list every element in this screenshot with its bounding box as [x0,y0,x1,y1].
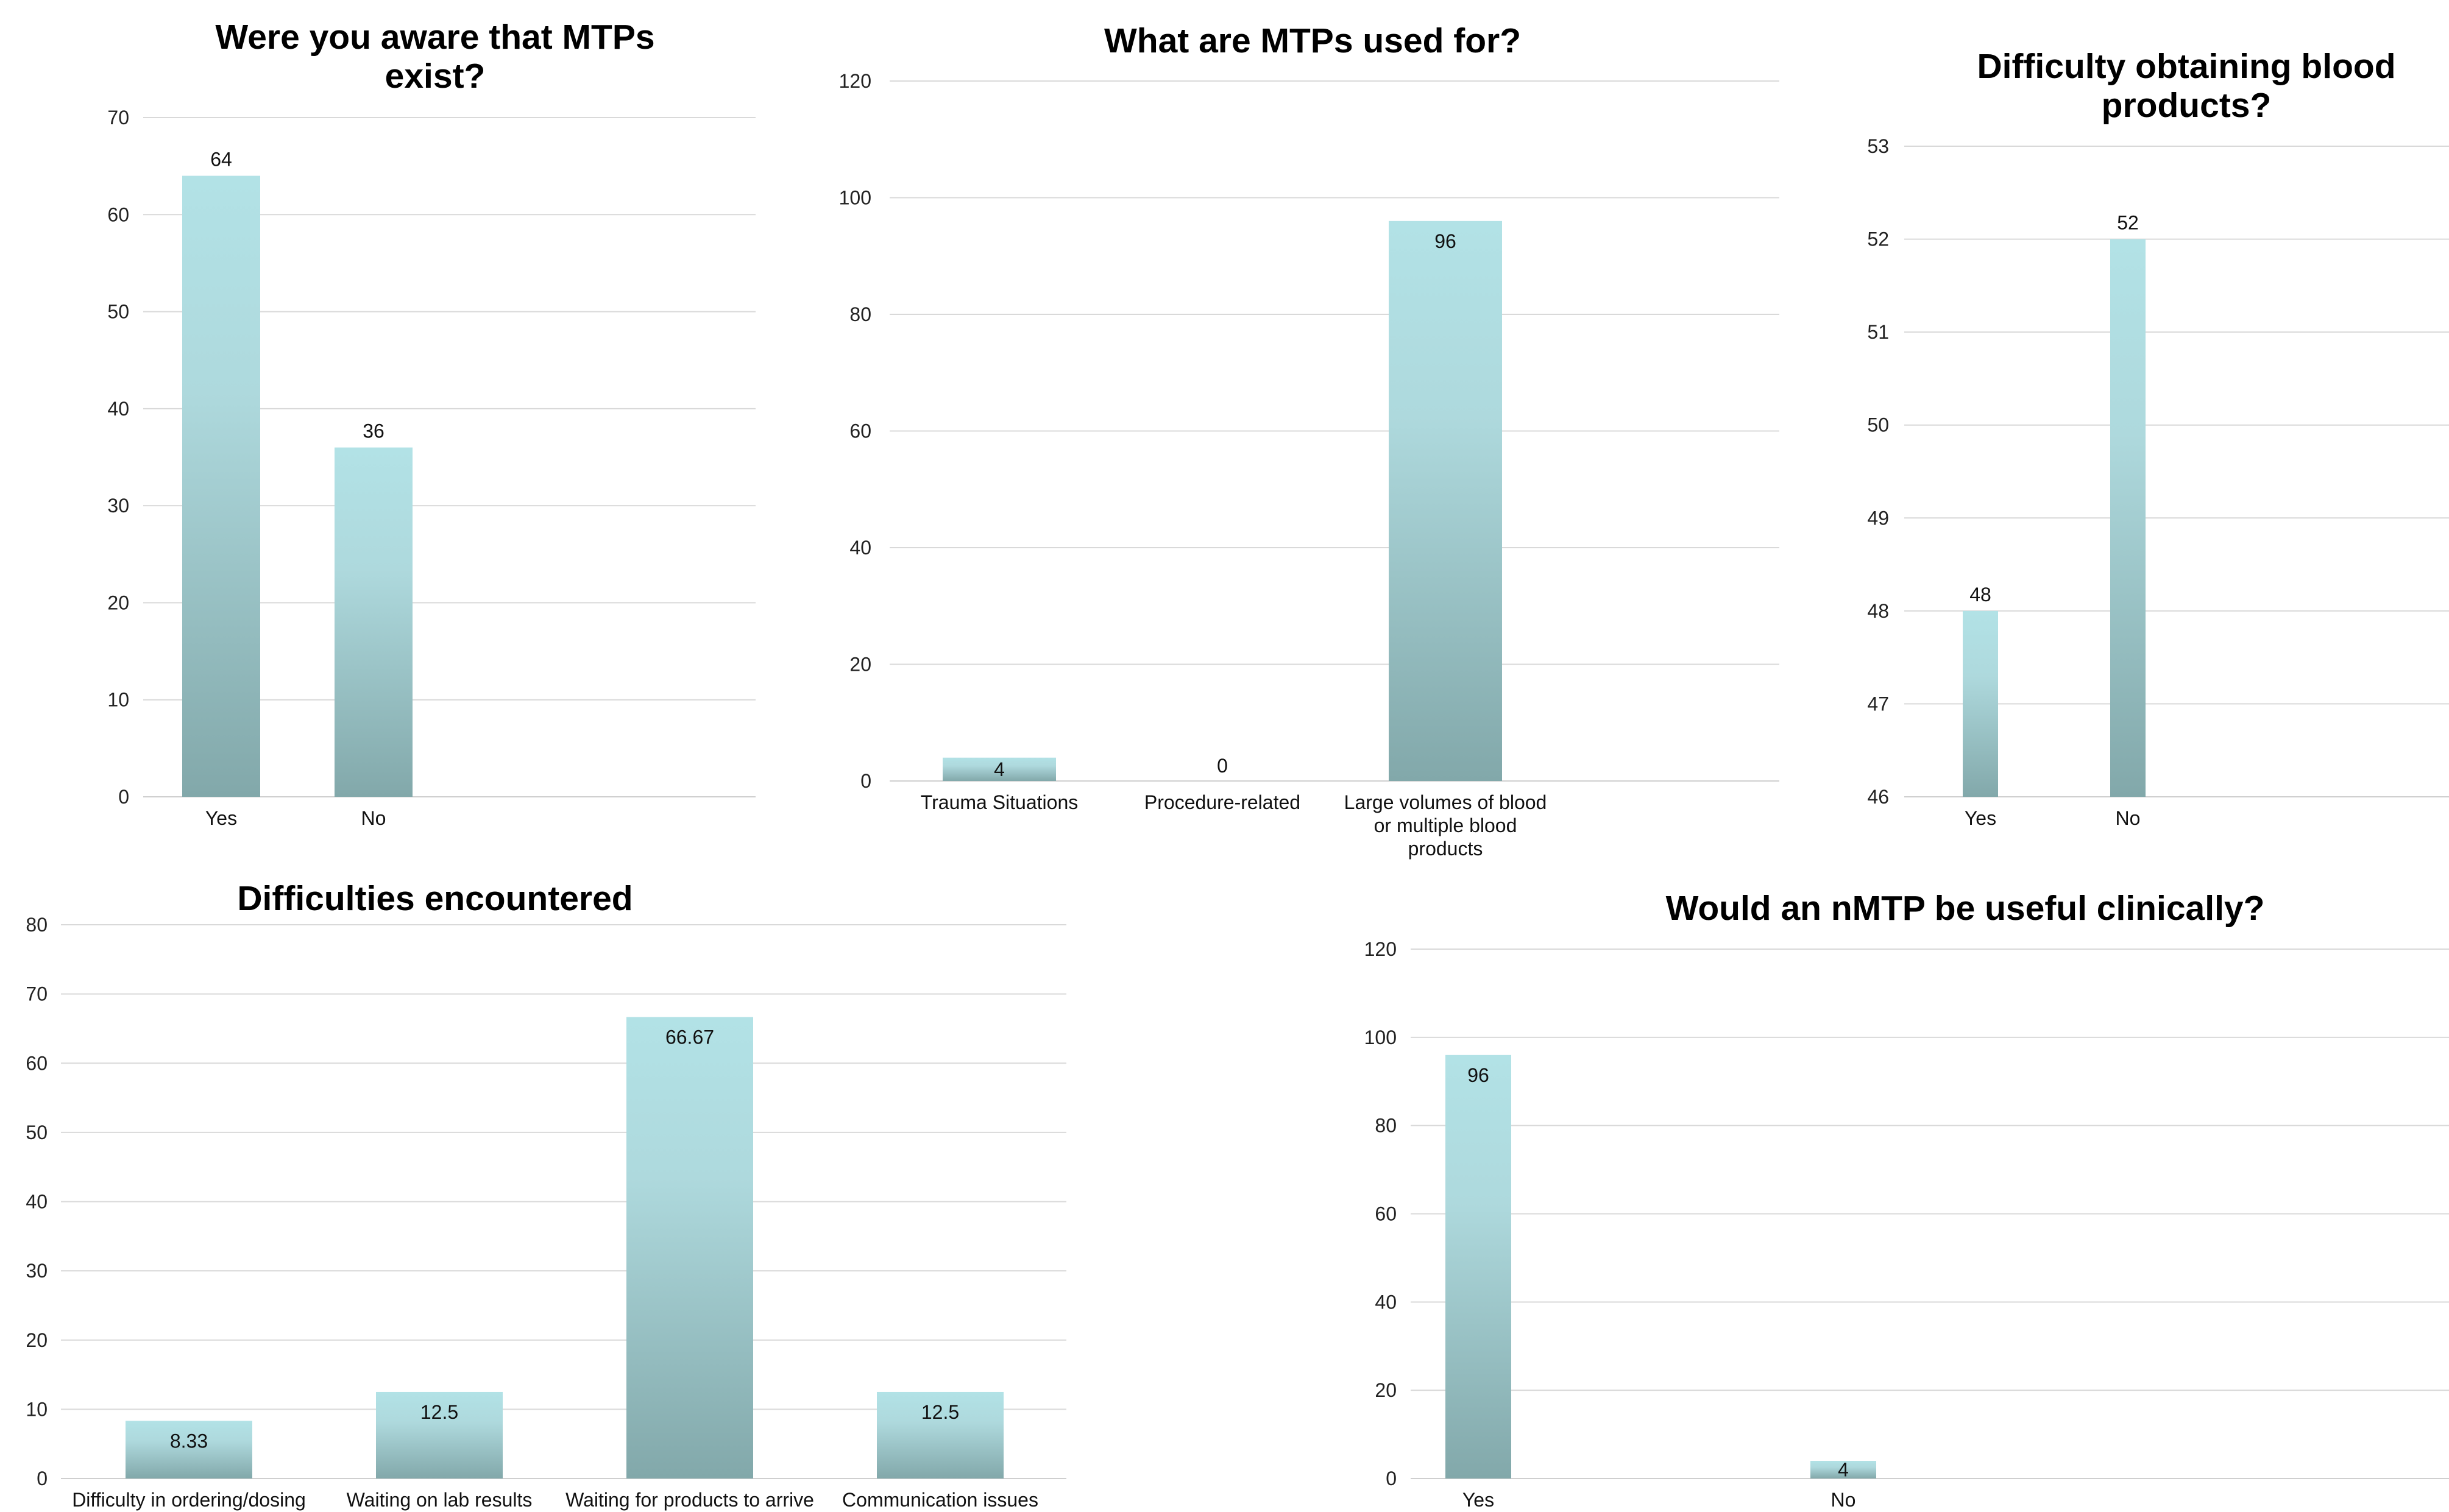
y-tick-label: 60 [849,420,871,442]
bar [877,1391,1004,1478]
data-label: 12.5 [420,1401,458,1423]
data-label: 64 [210,149,232,171]
y-tick-label: 70 [107,107,129,129]
chart-title: Difficulty obtaining blood products? [1977,47,2395,125]
y-tick-label: 20 [107,592,129,613]
y-tick-label: 100 [839,187,871,209]
chart-title: Would an nMTP be useful clinically? [1666,889,2265,928]
category-label: Trauma Situations [921,791,1078,813]
y-tick-label: 60 [26,1052,48,1074]
chart-5: Would an nMTP be useful clinically? 0 20 40… [1364,889,2449,1511]
y-tick-label: 30 [26,1260,48,1282]
y-tick-label: 0 [37,1468,48,1489]
data-label: 96 [1467,1064,1489,1086]
y-tick-label: 60 [107,203,129,225]
y-tick-label: 80 [26,914,48,936]
chart-3: Difficulty obtaining blood products? 46 47 4… [1867,47,2449,829]
chart-1: Were you aware that MTPs exist? 0 10 20 30 40 5… [107,18,756,829]
bar [1389,221,1502,781]
chart-4: Difficulties encountered 0 10 20 30 40 50 60 70 8… [26,879,1066,1511]
y-tick-label: 0 [118,786,129,808]
y-tick-label: 120 [839,70,871,92]
data-label: 4 [994,758,1005,780]
bar [1963,610,1998,797]
y-tick-label: 40 [107,398,129,420]
bar [626,1017,753,1478]
category-label: Communication issues [842,1489,1038,1511]
y-tick-label: 0 [860,770,871,792]
y-tick-label: 0 [1386,1468,1397,1489]
y-tick-label: 120 [1364,938,1397,960]
y-tick-label: 100 [1364,1026,1397,1048]
data-label: 96 [1434,230,1456,252]
bar [182,175,260,797]
category-label: No [1831,1489,1856,1511]
y-tick-label: 40 [1375,1291,1397,1313]
data-label: 52 [2117,212,2139,234]
chart-title: Difficulties encountered [237,879,633,918]
y-tick-label: 53 [1867,135,1889,157]
y-tick-label: 50 [1867,414,1889,436]
category-label: Yes [1965,807,1996,829]
bar [1445,1055,1511,1478]
category-label: Procedure-related [1144,791,1300,813]
data-label: 66.67 [665,1026,714,1048]
y-tick-label: 80 [1375,1115,1397,1137]
data-label: 36 [363,420,385,442]
data-label: 48 [1969,584,1991,606]
y-tick-label: 52 [1867,228,1889,250]
y-tick-label: 40 [26,1191,48,1213]
y-tick-label: 80 [849,303,871,325]
y-tick-label: 60 [1375,1203,1397,1225]
y-tick-label: 20 [849,654,871,676]
y-tick-label: 10 [107,689,129,711]
category-label: Yes [1462,1489,1494,1511]
category-label: Large volumes of blood or multiple blood p… [1344,791,1547,860]
y-tick-label: 50 [107,301,129,323]
data-label: 4 [1838,1459,1849,1481]
bar [335,447,413,797]
category-label: Waiting for products to arrive [565,1489,814,1511]
bar [376,1391,503,1478]
y-tick-label: 47 [1867,693,1889,715]
chart-title: What are MTPs used for? [1104,21,1521,60]
y-tick-label: 70 [26,983,48,1005]
y-tick-label: 50 [26,1122,48,1143]
y-tick-label: 30 [107,495,129,517]
data-label: 12.5 [921,1401,959,1423]
y-tick-label: 51 [1867,321,1889,343]
bar [943,757,1056,781]
y-tick-label: 48 [1867,600,1889,622]
chart-title: Were you aware that MTPs exist? [215,18,654,96]
y-tick-label: 20 [1375,1379,1397,1401]
y-tick-label: 40 [849,537,871,559]
category-label: No [361,807,386,829]
category-label: No [2116,807,2141,829]
y-tick-label: 49 [1867,507,1889,529]
category-label: Waiting on lab results [347,1489,533,1511]
bar [1810,1461,1876,1478]
category-label: Difficulty in ordering/dosing [72,1489,306,1511]
y-tick-label: 10 [26,1398,48,1420]
y-tick-label: 46 [1867,786,1889,808]
bar [2110,239,2146,797]
category-label: Yes [205,807,237,829]
data-label: 8.33 [170,1430,208,1452]
bar [126,1421,252,1478]
chart-2: What are MTPs used for? 0 20 40 60 80 100 120 4 T… [839,21,1779,860]
data-label: 0 [1217,755,1228,777]
y-tick-label: 20 [26,1329,48,1351]
